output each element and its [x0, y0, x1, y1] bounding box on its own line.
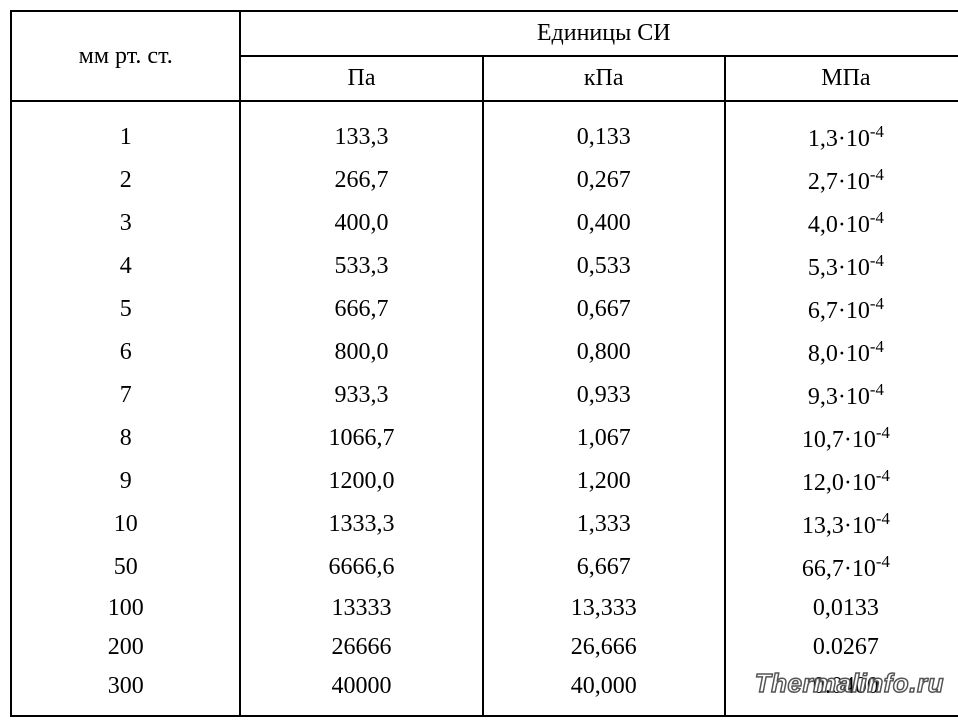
table-body: 1133,30,1331,3·10-42266,70,2672,7·10-434…	[11, 101, 958, 716]
table-row: 1133,30,1331,3·10-4	[11, 101, 958, 159]
cell-pa: 400,0	[240, 202, 482, 245]
header-mpa: МПа	[725, 56, 958, 101]
cell-mm: 7	[11, 374, 240, 417]
cell-mm: 9	[11, 460, 240, 503]
table-row: 3004000040,0000.0400	[11, 667, 958, 716]
table-row: 6800,00,8008,0·10-4	[11, 331, 958, 374]
cell-mm: 300	[11, 667, 240, 716]
cell-mpa: 10,7·10-4	[725, 417, 958, 460]
table-row: 7933,30,9339,3·10-4	[11, 374, 958, 417]
table-row: 91200,01,20012,0·10-4	[11, 460, 958, 503]
table-row: 506666,66,66766,7·10-4	[11, 546, 958, 589]
cell-pa: 1200,0	[240, 460, 482, 503]
cell-mm: 8	[11, 417, 240, 460]
cell-kpa: 1,333	[483, 503, 725, 546]
cell-mpa: 0.0400	[725, 667, 958, 716]
cell-mpa: 2,7·10-4	[725, 159, 958, 202]
table-row: 81066,71,06710,7·10-4	[11, 417, 958, 460]
cell-kpa: 1,200	[483, 460, 725, 503]
cell-pa: 1066,7	[240, 417, 482, 460]
pressure-conversion-table: мм рт. ст. Единицы СИ Па кПа МПа 1133,30…	[10, 10, 958, 717]
cell-mpa: 13,3·10-4	[725, 503, 958, 546]
cell-mpa: 0,0133	[725, 589, 958, 628]
header-si-units: Единицы СИ	[240, 11, 958, 56]
cell-kpa: 0,400	[483, 202, 725, 245]
table-row: 5666,70,6676,7·10-4	[11, 288, 958, 331]
cell-pa: 133,3	[240, 101, 482, 159]
cell-mpa: 12,0·10-4	[725, 460, 958, 503]
header-mm: мм рт. ст.	[11, 11, 240, 101]
cell-kpa: 0,267	[483, 159, 725, 202]
cell-mm: 10	[11, 503, 240, 546]
cell-kpa: 0,933	[483, 374, 725, 417]
cell-mm: 4	[11, 245, 240, 288]
cell-mpa: 8,0·10-4	[725, 331, 958, 374]
cell-mm: 3	[11, 202, 240, 245]
table-row: 2002666626,6660.0267	[11, 628, 958, 667]
cell-mpa: 0.0267	[725, 628, 958, 667]
header-pa: Па	[240, 56, 482, 101]
table-row: 1001333313,3330,0133	[11, 589, 958, 628]
cell-mpa: 9,3·10-4	[725, 374, 958, 417]
cell-mpa: 5,3·10-4	[725, 245, 958, 288]
cell-mpa: 6,7·10-4	[725, 288, 958, 331]
cell-mm: 5	[11, 288, 240, 331]
cell-mm: 2	[11, 159, 240, 202]
cell-pa: 266,7	[240, 159, 482, 202]
cell-pa: 26666	[240, 628, 482, 667]
cell-pa: 666,7	[240, 288, 482, 331]
cell-pa: 6666,6	[240, 546, 482, 589]
table-row: 4533,30,5335,3·10-4	[11, 245, 958, 288]
cell-mm: 100	[11, 589, 240, 628]
cell-kpa: 1,067	[483, 417, 725, 460]
table-row: 3400,00,4004,0·10-4	[11, 202, 958, 245]
cell-pa: 13333	[240, 589, 482, 628]
cell-pa: 1333,3	[240, 503, 482, 546]
cell-kpa: 6,667	[483, 546, 725, 589]
cell-kpa: 40,000	[483, 667, 725, 716]
cell-pa: 800,0	[240, 331, 482, 374]
table-row: 2266,70,2672,7·10-4	[11, 159, 958, 202]
cell-mm: 6	[11, 331, 240, 374]
cell-mm: 50	[11, 546, 240, 589]
cell-kpa: 0,533	[483, 245, 725, 288]
table-row: 101333,31,33313,3·10-4	[11, 503, 958, 546]
cell-kpa: 13,333	[483, 589, 725, 628]
cell-mpa: 66,7·10-4	[725, 546, 958, 589]
cell-kpa: 0,667	[483, 288, 725, 331]
header-kpa: кПа	[483, 56, 725, 101]
cell-mpa: 4,0·10-4	[725, 202, 958, 245]
cell-kpa: 0,800	[483, 331, 725, 374]
cell-kpa: 0,133	[483, 101, 725, 159]
cell-pa: 533,3	[240, 245, 482, 288]
cell-pa: 40000	[240, 667, 482, 716]
cell-pa: 933,3	[240, 374, 482, 417]
cell-mm: 200	[11, 628, 240, 667]
cell-kpa: 26,666	[483, 628, 725, 667]
cell-mm: 1	[11, 101, 240, 159]
cell-mpa: 1,3·10-4	[725, 101, 958, 159]
